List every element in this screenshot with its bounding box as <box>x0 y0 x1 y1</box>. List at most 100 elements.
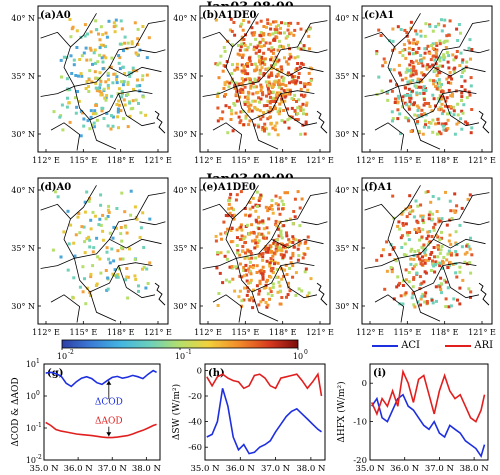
map-cell <box>98 53 102 57</box>
map-cell <box>122 117 125 121</box>
map-cell <box>243 235 247 239</box>
map-cell <box>453 192 457 196</box>
lat-tick-label: 30° N <box>11 130 35 139</box>
map-cell <box>269 122 273 126</box>
map-cell <box>246 104 250 108</box>
province-border <box>202 192 328 259</box>
map-cell <box>294 118 298 121</box>
map-cell <box>83 200 87 204</box>
map-cell <box>444 122 448 126</box>
map-cell <box>454 250 458 253</box>
map-cell <box>408 79 412 83</box>
map-cell <box>94 81 98 85</box>
y-tick-exponent: -2 <box>36 454 42 461</box>
map-cell <box>116 107 120 111</box>
map-cell <box>258 252 262 256</box>
map-cell <box>273 124 277 128</box>
map-cell <box>267 75 271 79</box>
map-cell <box>273 128 277 132</box>
map-cell <box>113 30 117 34</box>
map-cell <box>243 286 246 290</box>
map-cell <box>116 110 120 114</box>
map-cell <box>267 132 271 136</box>
map-cell <box>270 56 274 60</box>
map-cell <box>435 210 439 213</box>
map-cell <box>119 226 123 229</box>
map-cell <box>297 239 301 243</box>
map-cell <box>98 257 102 261</box>
map-cell <box>417 106 421 110</box>
map-cell <box>222 46 226 49</box>
map-cell <box>431 93 435 97</box>
map-cell <box>272 59 276 63</box>
map-cell <box>415 104 419 108</box>
map-cell <box>137 289 140 293</box>
map-cell <box>85 190 89 194</box>
map-cell <box>271 66 275 69</box>
map-cell <box>67 242 71 246</box>
map-cell <box>82 117 86 121</box>
map-cell <box>297 243 301 247</box>
map-cell <box>65 77 69 81</box>
map-cell <box>299 47 303 51</box>
map-cell <box>427 125 431 129</box>
map-cell <box>289 256 293 260</box>
map-cell <box>446 252 450 256</box>
map-cell <box>129 213 133 217</box>
map-cell <box>102 87 106 91</box>
map-cell <box>100 56 104 60</box>
map-cell <box>292 210 296 213</box>
map-cell <box>104 31 108 35</box>
map-cell <box>92 51 96 55</box>
map-cell <box>227 207 231 211</box>
legend-aci-swatch <box>372 344 398 347</box>
map-cell <box>257 227 261 231</box>
map-cell <box>268 33 272 37</box>
map-cell <box>243 43 247 47</box>
map-cell <box>69 223 73 227</box>
map-cell <box>412 102 416 106</box>
map-cell <box>224 278 228 282</box>
coastline <box>316 110 328 134</box>
map-cell <box>426 63 430 67</box>
map-cell <box>262 104 266 108</box>
map-cell <box>444 280 448 284</box>
map-cell <box>468 247 472 251</box>
map-cell <box>264 80 268 84</box>
map-cell <box>443 18 447 22</box>
map-cell <box>274 243 278 247</box>
map-cell <box>425 67 429 71</box>
map-cell <box>78 58 82 61</box>
map-cell <box>404 253 408 257</box>
colorbar-tick-label: 10 <box>293 352 303 361</box>
map-cell <box>271 126 275 130</box>
map-cell <box>228 211 232 215</box>
map-cell <box>297 98 301 102</box>
map-cell <box>469 236 472 240</box>
map-cell <box>425 64 429 68</box>
map-cell <box>409 74 413 78</box>
map-cell <box>116 249 120 253</box>
map-cell <box>298 65 302 69</box>
map-cell <box>296 247 300 251</box>
map-cell <box>267 246 271 250</box>
map-cell <box>134 98 138 102</box>
map-cell <box>285 295 288 299</box>
map-cell <box>291 254 295 258</box>
map-cell <box>446 81 450 85</box>
map-cell <box>386 90 390 94</box>
map-cell <box>429 58 433 62</box>
map-cell <box>253 69 257 73</box>
map-cell <box>228 280 232 284</box>
map-cell <box>412 303 416 307</box>
map-cell <box>401 54 405 58</box>
map-cell <box>279 233 283 237</box>
map-cell <box>272 251 276 255</box>
map-cell <box>225 80 229 84</box>
map-cell <box>304 240 308 244</box>
map-cell <box>114 18 118 22</box>
map-cell <box>270 267 274 271</box>
map-cell <box>112 72 116 76</box>
map-cell <box>433 79 437 83</box>
map-cell <box>91 123 94 127</box>
